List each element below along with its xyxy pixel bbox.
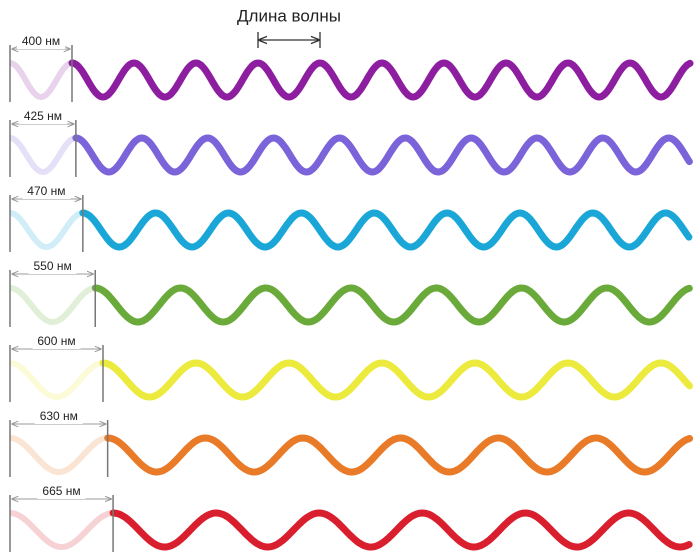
wave <box>99 359 693 401</box>
wave-label: 470 нм <box>27 184 65 198</box>
wave <box>91 284 693 326</box>
wave-label: 400 нм <box>22 34 60 48</box>
faded-wave <box>9 285 95 325</box>
title: Длина волны <box>237 6 341 25</box>
faded-wave <box>9 435 108 475</box>
wave <box>72 134 693 176</box>
label-bg <box>18 110 67 124</box>
wave <box>68 59 694 101</box>
faded-wave <box>9 210 83 251</box>
wave-label: 600 нм <box>37 334 75 348</box>
faded-wave <box>9 135 76 176</box>
faded-wave <box>9 360 104 401</box>
wave-label: 630 нм <box>40 409 78 423</box>
label-bg <box>28 260 77 274</box>
wave-label: 425 нм <box>24 109 62 123</box>
wave <box>104 434 694 476</box>
wave-label: 665 нм <box>42 484 80 498</box>
faded-wave <box>9 60 73 101</box>
label-bg <box>17 35 65 49</box>
wave <box>109 509 693 551</box>
label-bg <box>32 335 81 349</box>
label-bg <box>34 410 83 424</box>
wave <box>79 209 693 251</box>
label-bg <box>37 485 86 499</box>
wave-label: 550 нм <box>34 259 72 273</box>
label-bg <box>22 185 71 199</box>
faded-wave <box>9 510 113 550</box>
